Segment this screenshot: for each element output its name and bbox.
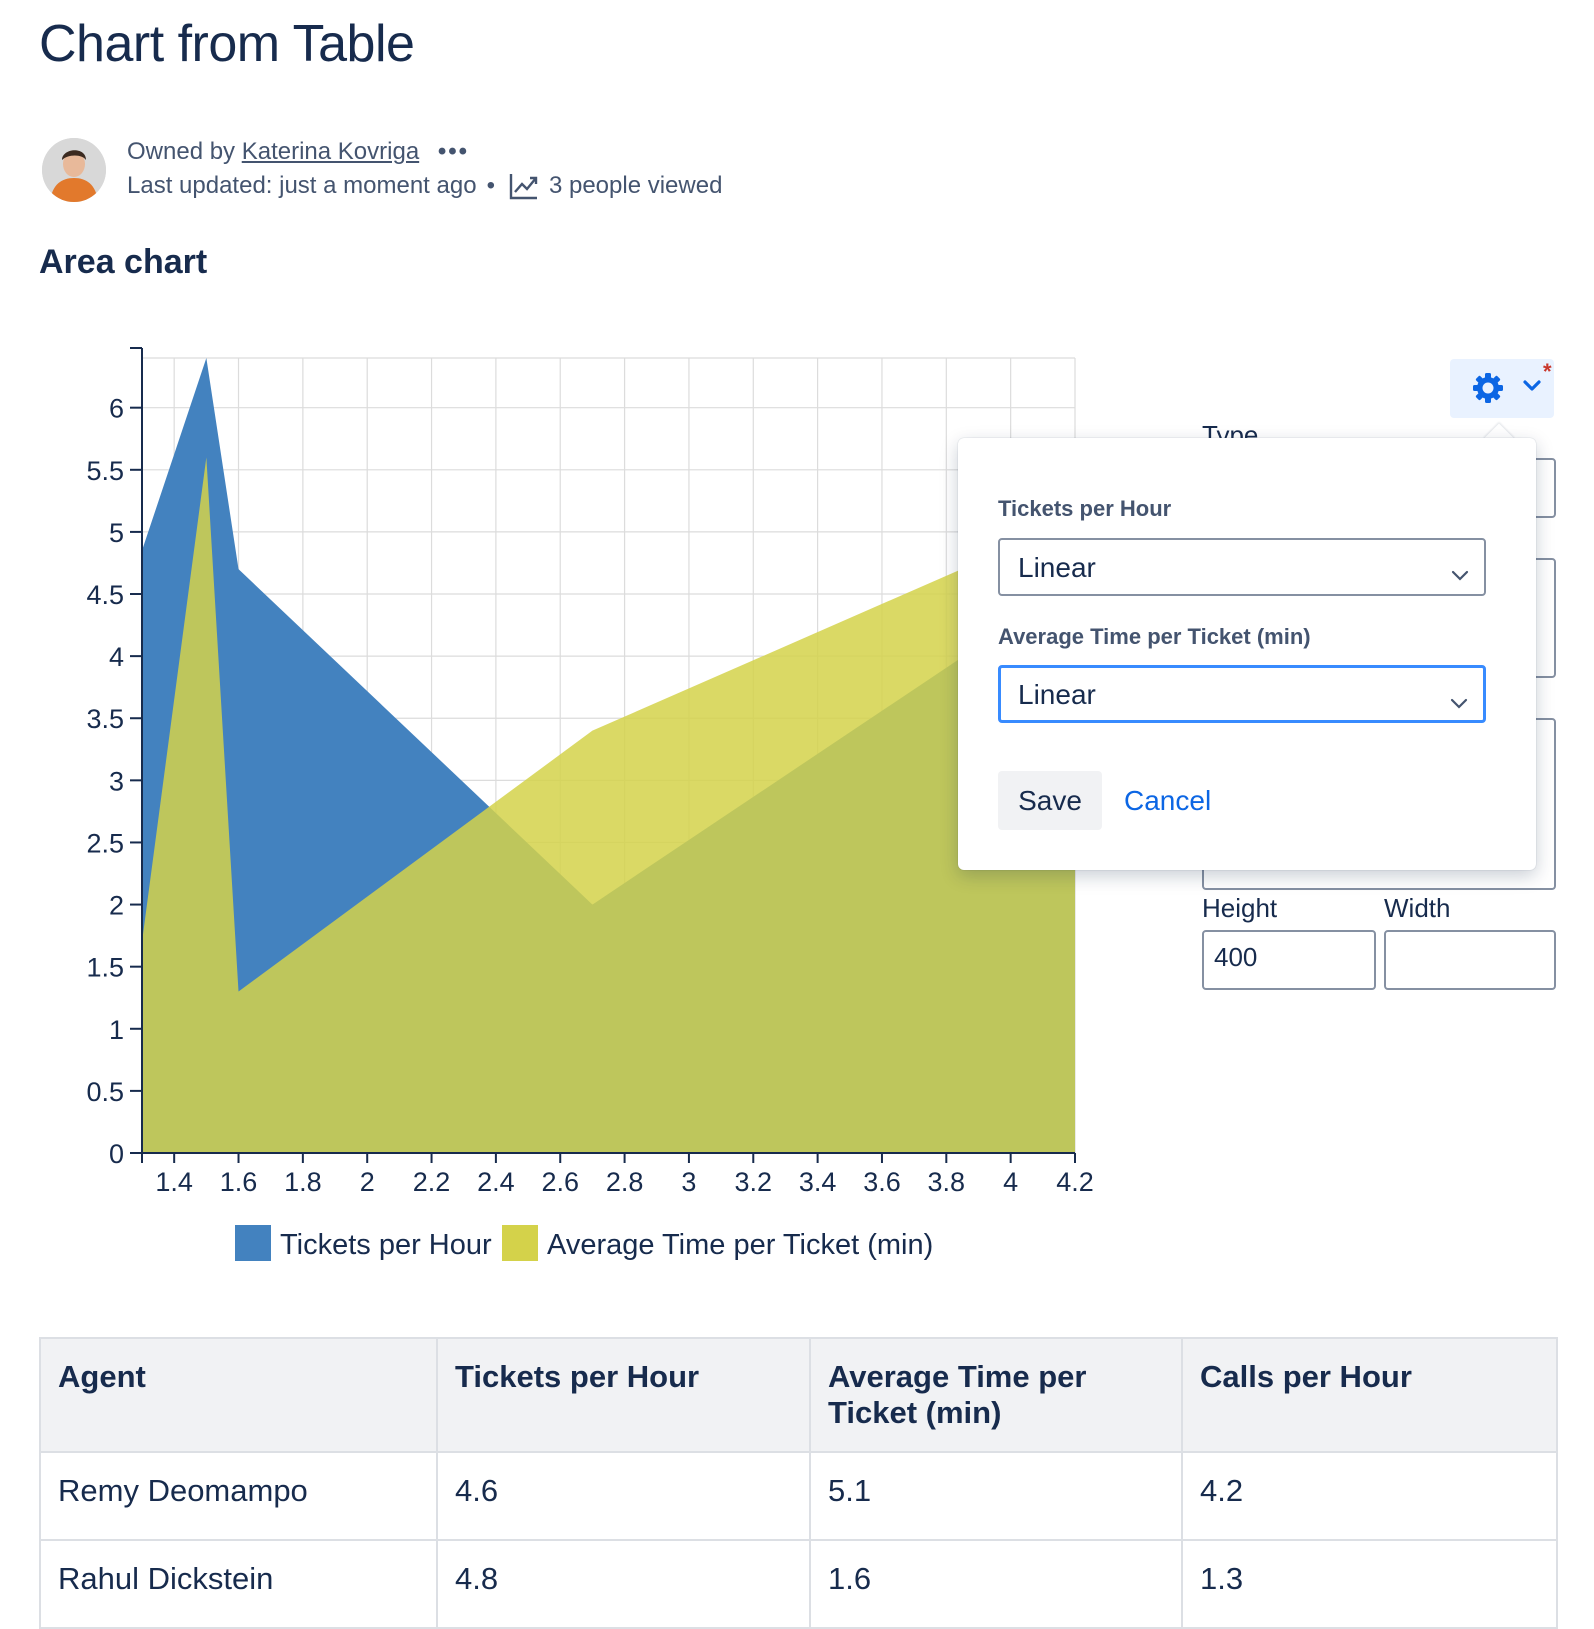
- analytics-icon: [509, 172, 539, 200]
- x-tick-label: 2.2: [413, 1167, 451, 1197]
- table-cell: 1.6: [809, 1539, 1183, 1629]
- page-title: Chart from Table: [39, 15, 415, 73]
- section-heading: Area chart: [39, 243, 208, 281]
- x-tick-label: 2.8: [606, 1167, 644, 1197]
- x-tick-label: 1.6: [220, 1167, 258, 1197]
- legend-swatch: [502, 1225, 538, 1261]
- byline: Owned by Katerina Kovriga ••• Last updat…: [42, 138, 842, 208]
- y-tick-label: 2.5: [86, 828, 124, 858]
- x-tick-label: 3.6: [863, 1167, 901, 1197]
- column-header: Average Time per Ticket (min): [809, 1337, 1183, 1453]
- x-tick-label: 2.4: [477, 1167, 515, 1197]
- y-tick-label: 5.5: [86, 456, 124, 486]
- avg-time-interpolation-select[interactable]: Linear: [998, 665, 1486, 723]
- y-tick-label: 0: [109, 1139, 124, 1169]
- x-tick-label: 3.8: [928, 1167, 966, 1197]
- y-tick-label: 5: [109, 518, 124, 548]
- last-updated: Last updated: just a moment ago: [127, 172, 477, 199]
- x-tick-label: 2.6: [541, 1167, 579, 1197]
- table-cell: 5.1: [809, 1451, 1183, 1541]
- area-series-2: [142, 457, 1075, 1153]
- table-cell: Remy Deomampo: [39, 1451, 438, 1541]
- interpolation-popup: Tickets per Hour Linear Average Time per…: [958, 438, 1536, 870]
- owned-by-label: Owned by: [127, 138, 236, 165]
- y-tick-label: 4: [109, 642, 124, 672]
- column-header: Agent: [39, 1337, 438, 1453]
- avatar[interactable]: [42, 138, 106, 202]
- x-tick-label: 2: [360, 1167, 375, 1197]
- height-input[interactable]: 400: [1202, 930, 1376, 990]
- chart-settings-button[interactable]: *: [1450, 359, 1554, 418]
- meta-line: Last updated: just a moment ago • 3 peop…: [127, 172, 722, 200]
- column-header: Tickets per Hour: [436, 1337, 811, 1453]
- changed-indicator-icon: *: [1543, 359, 1552, 384]
- y-tick-label: 3: [109, 766, 124, 796]
- owner-link[interactable]: Katerina Kovriga: [241, 138, 420, 165]
- y-tick-label: 6: [109, 394, 124, 424]
- select-value: Linear: [1018, 679, 1096, 710]
- field-label-tickets: Tickets per Hour: [998, 496, 1172, 521]
- data-table: Agent Tickets per Hour Average Time per …: [39, 1337, 1558, 1629]
- cancel-button[interactable]: Cancel: [1120, 771, 1215, 830]
- area-chart: 0 0.5 1 1.5 2 2.5 3 3.5 4 4.5 5 5.5 6 1.4 1.6 1.8 2 2.2 2.…: [86, 347, 1094, 1261]
- save-button[interactable]: Save: [998, 771, 1102, 830]
- y-tick-label: 2: [109, 891, 124, 921]
- x-tick-label: 3.2: [735, 1167, 773, 1197]
- y-tick-label: 4.5: [86, 580, 124, 610]
- table-row: Remy Deomampo 4.6 5.1 4.2: [39, 1451, 1558, 1541]
- table-cell: 4.8: [436, 1539, 811, 1629]
- field-label-avg-time: Average Time per Ticket (min): [998, 624, 1311, 649]
- avatar-image: [42, 138, 106, 202]
- views-count[interactable]: 3 people viewed: [548, 172, 723, 199]
- table-row: Rahul Dickstein 4.8 1.6 1.3: [39, 1539, 1558, 1629]
- y-tick-label: 0.5: [86, 1077, 124, 1107]
- x-tick-label: 4.2: [1056, 1167, 1094, 1197]
- x-tick-label: 1.8: [284, 1167, 322, 1197]
- owner-line: Owned by Katerina Kovriga •••: [127, 138, 469, 166]
- chevron-down-icon: [1449, 686, 1469, 718]
- x-tick-label: 4: [1003, 1167, 1018, 1197]
- table-cell: 1.3: [1181, 1539, 1558, 1629]
- height-label: Height: [1202, 893, 1278, 923]
- y-tick-label: 3.5: [86, 704, 124, 734]
- table-header-row: Agent Tickets per Hour Average Time per …: [39, 1337, 1558, 1453]
- chevron-down-icon: [1522, 379, 1542, 398]
- table-cell: 4.2: [1181, 1451, 1558, 1541]
- tickets-interpolation-select[interactable]: Linear: [998, 538, 1486, 596]
- width-label: Width: [1384, 893, 1451, 923]
- legend-label: Tickets per Hour: [280, 1229, 492, 1261]
- more-actions-button[interactable]: •••: [437, 138, 470, 165]
- legend-label: Average Time per Ticket (min): [547, 1229, 933, 1261]
- table-cell: Rahul Dickstein: [39, 1539, 438, 1629]
- x-tick-label: 3.4: [799, 1167, 837, 1197]
- x-tick-label: 1.4: [155, 1167, 193, 1197]
- table-cell: 4.6: [436, 1451, 811, 1541]
- y-tick-label: 1: [109, 1015, 124, 1045]
- select-value: Linear: [1018, 552, 1096, 583]
- chevron-down-icon: [1450, 558, 1470, 590]
- x-tick-label: 3: [681, 1167, 696, 1197]
- width-input[interactable]: [1384, 930, 1556, 990]
- gear-icon: [1472, 372, 1504, 409]
- column-header: Calls per Hour: [1181, 1337, 1558, 1453]
- separator-dot: •: [486, 172, 495, 199]
- y-tick-label: 1.5: [86, 953, 124, 983]
- legend-swatch: [235, 1225, 271, 1261]
